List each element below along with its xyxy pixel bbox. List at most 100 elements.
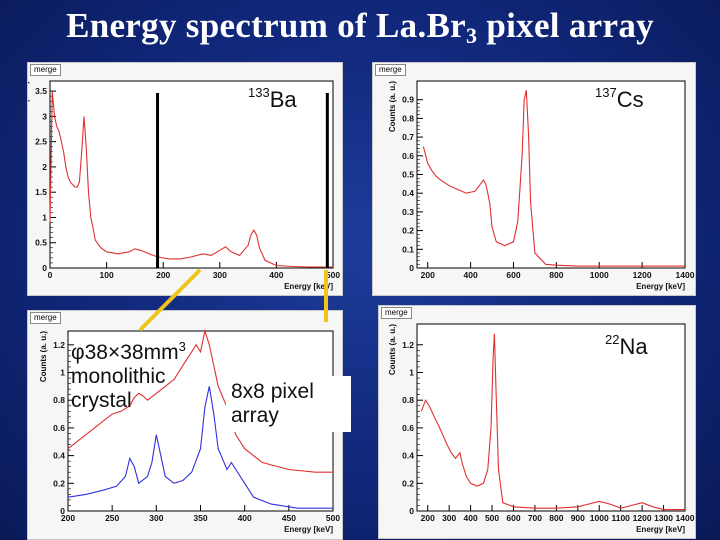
y-tick-label: 0.3 xyxy=(402,207,414,217)
y-tick-label: 0 xyxy=(409,506,414,516)
series-line xyxy=(420,333,685,511)
callout-pixel-array: 8x8 pixel array xyxy=(226,376,351,432)
x-tick-label: 450 xyxy=(282,513,296,523)
x-tick-label: 800 xyxy=(549,513,563,523)
x-tick-label: 1400 xyxy=(676,270,695,280)
x-tick-label: 600 xyxy=(506,270,520,280)
x-tick-label: 200 xyxy=(421,513,435,523)
x-tick-label: 200 xyxy=(421,270,435,280)
y-tick-label: 0 xyxy=(409,263,414,273)
x-tick-label: 500 xyxy=(326,513,340,523)
x-tick-label: 400 xyxy=(238,513,252,523)
x-tick-label: 400 xyxy=(464,513,478,523)
merge-tab[interactable]: merge xyxy=(30,312,61,324)
panel-cs137: 0 0.1 0.2 0.3 0.4 0.5 0.6 0.7 0.8 0.9 200 400 600 800… xyxy=(372,62,696,296)
panel-na22: 0 0.2 0.4 0.6 0.8 1 1.2 200 300 400 500 600 700 800 90… xyxy=(378,305,696,539)
series-line xyxy=(67,328,333,473)
crystal-word-label: crystal xyxy=(71,389,132,412)
x-tick-label: 300 xyxy=(213,270,227,280)
isotope-label-cs137: 137Cs xyxy=(595,85,644,112)
x-tick-label: 100 xyxy=(100,270,114,280)
series-line xyxy=(49,91,333,268)
x-tick-label: 400 xyxy=(269,270,283,280)
y-tick-label: 0.9 xyxy=(402,95,414,105)
y-tick-label: 0.8 xyxy=(53,395,65,405)
plot-frame xyxy=(416,80,686,269)
x-tick-label: 1000 xyxy=(590,513,609,523)
y-tick-label: 0.1 xyxy=(402,244,414,254)
x-tick-label: 1300 xyxy=(654,513,673,523)
y-tick-label: 0 xyxy=(42,263,47,273)
y-axis-label: Counts (a. u.) xyxy=(39,331,48,382)
x-tick-label: 350 xyxy=(193,513,207,523)
x-tick-label: 200 xyxy=(61,513,75,523)
x-tick-label: 500 xyxy=(485,513,499,523)
y-tick-label: 0.2 xyxy=(402,226,414,236)
crystal-type-label: monolithic xyxy=(71,365,166,388)
y-tick-label: 0.8 xyxy=(402,113,414,123)
na22-spectrum-chart: 0 0.2 0.4 0.6 0.8 1 1.2 200 300 400 500 600 700 800 90… xyxy=(388,323,695,534)
y-tick-label: 0.4 xyxy=(402,188,414,198)
y-tick-label: 1 xyxy=(60,368,65,378)
panel-ba133: 0 0.5 1 1.5 2 2.5 3 3.5 0 100 200 300 400 500 Energy [… xyxy=(27,62,343,296)
isotope-label-na22: 22Na xyxy=(605,332,648,359)
y-tick-label: 1.2 xyxy=(53,340,65,350)
x-tick-label: 300 xyxy=(442,513,456,523)
y-tick-label: 0.5 xyxy=(35,238,47,248)
x-tick-label: 300 xyxy=(149,513,163,523)
x-tick-label: 900 xyxy=(571,513,585,523)
merge-tab[interactable]: merge xyxy=(381,307,412,319)
slide-title: Energy spectrum of La.Br3 pixel array xyxy=(66,6,654,48)
y-tick-label: 3 xyxy=(42,111,47,121)
isotope-label-ba133: 133Ba xyxy=(248,85,297,112)
x-tick-label: 1100 xyxy=(611,513,630,523)
y-tick-label: 0.6 xyxy=(402,423,414,433)
x-axis-label: Energy [keV] xyxy=(636,282,685,291)
crystal-size-label: φ38×38mm3 xyxy=(71,339,186,364)
y-tick-label: 0 xyxy=(60,506,65,516)
pixel-array-line2: array xyxy=(231,404,279,427)
ba133-spectrum-chart: 0 0.5 1 1.5 2 2.5 3 3.5 0 100 200 300 400 500 Energy [… xyxy=(28,80,340,291)
y-tick-label: 1.5 xyxy=(35,187,47,197)
x-tick-label: 200 xyxy=(156,270,170,280)
merge-tab[interactable]: merge xyxy=(30,64,61,76)
y-tick-label: 0.8 xyxy=(402,395,414,405)
y-tick-label: 0.6 xyxy=(402,151,414,161)
x-axis-label: Energy [keV] xyxy=(636,525,685,534)
y-tick-label: 1.2 xyxy=(402,340,414,350)
panel-zoom-comparison: 0 0.2 0.4 0.6 0.8 1 1.2 200 250 300 350 400 450 500 En… xyxy=(27,310,343,540)
x-tick-label: 500 xyxy=(326,270,340,280)
x-tick-label: 250 xyxy=(105,513,119,523)
x-tick-label: 1000 xyxy=(590,270,609,280)
y-axis-label: Counts (a. u.) xyxy=(388,81,397,132)
y-tick-label: 0.2 xyxy=(53,478,65,488)
x-tick-label: 800 xyxy=(549,270,563,280)
callout-monolithic-crystal: φ38×38mm3 monolithic crystal xyxy=(71,335,186,413)
pixel-array-line1: 8x8 pixel xyxy=(231,380,314,403)
x-axis-label: Energy [keV] xyxy=(284,282,333,291)
series-line xyxy=(422,90,685,267)
x-tick-label: 1200 xyxy=(633,270,652,280)
x-tick-label: 700 xyxy=(528,513,542,523)
x-tick-label: 0 xyxy=(48,270,53,280)
cs137-spectrum-chart: 0 0.1 0.2 0.3 0.4 0.5 0.6 0.7 0.8 0.9 200 400 600 800… xyxy=(388,80,695,291)
y-tick-label: 0.5 xyxy=(402,170,414,180)
y-tick-label: 3.5 xyxy=(35,86,47,96)
plot-frame xyxy=(49,80,334,269)
x-tick-label: 400 xyxy=(464,270,478,280)
plot-frame xyxy=(416,323,686,512)
y-tick-label: 0.4 xyxy=(402,451,414,461)
y-axis-label: Counts (a. u.) xyxy=(28,81,30,132)
y-tick-label: 0.7 xyxy=(402,132,414,142)
x-tick-label: 600 xyxy=(506,513,520,523)
merge-tab[interactable]: merge xyxy=(375,64,406,76)
x-axis-label: Energy [keV] xyxy=(284,525,333,534)
y-tick-label: 2.5 xyxy=(35,137,47,147)
zoom-spectrum-chart: 0 0.2 0.4 0.6 0.8 1 1.2 200 250 300 350 400 450 500 En… xyxy=(39,328,340,534)
y-axis-label: Counts (a. u.) xyxy=(388,324,397,375)
y-tick-label: 2 xyxy=(42,162,47,172)
y-tick-label: 1 xyxy=(42,212,47,222)
x-tick-label: 1200 xyxy=(633,513,652,523)
y-tick-label: 1 xyxy=(409,367,414,377)
y-tick-label: 0.6 xyxy=(53,423,65,433)
